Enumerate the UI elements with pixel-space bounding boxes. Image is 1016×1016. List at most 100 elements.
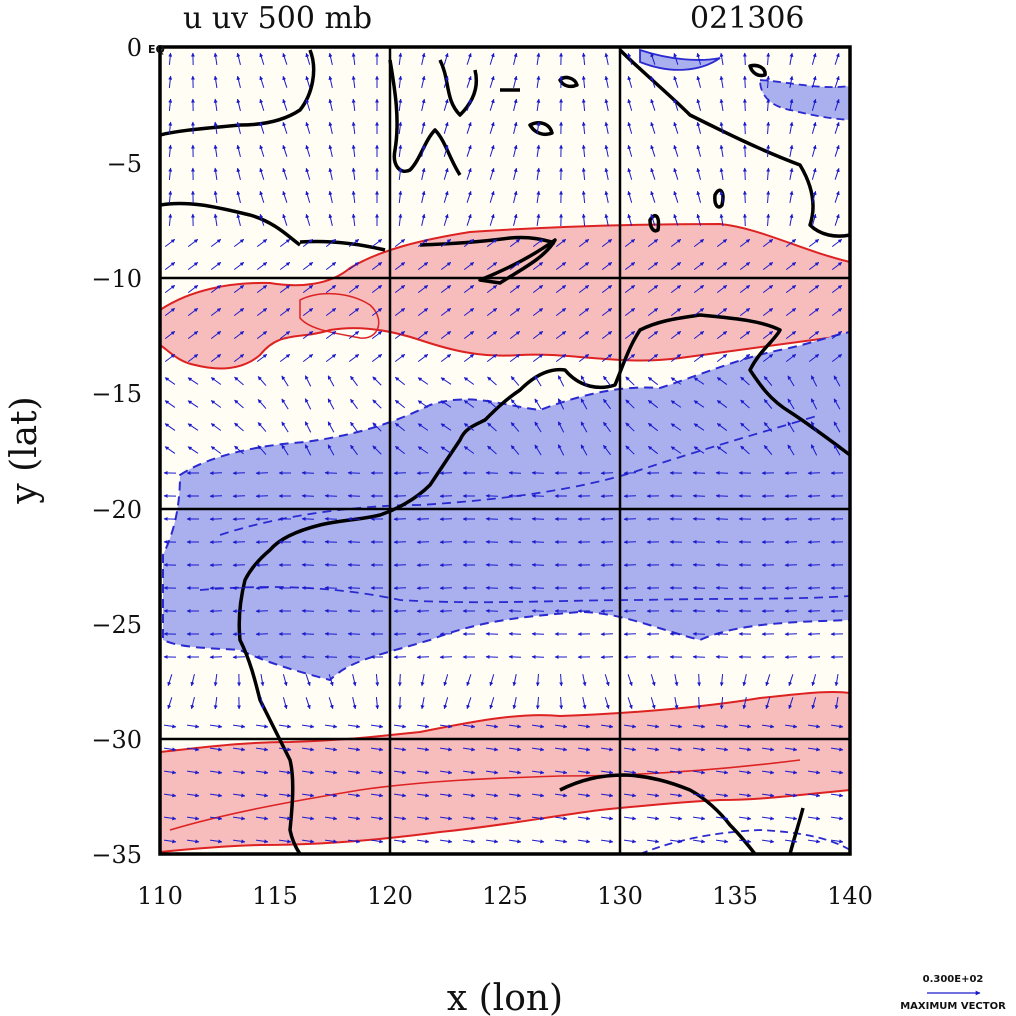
- wind-vector: [762, 238, 774, 248]
- wind-vector: [232, 494, 246, 499]
- wind-vector: [256, 353, 268, 363]
- wind-vector: [232, 655, 246, 660]
- wind-vector: [834, 190, 840, 203]
- wind-vector: [763, 376, 773, 386]
- wind-vector: [650, 52, 656, 65]
- wind-vector: [417, 330, 429, 340]
- wind-vector: [440, 400, 452, 408]
- wind-vector: [697, 696, 702, 710]
- wind-vector: [279, 284, 291, 294]
- wind-vector: [324, 608, 338, 613]
- wind-vector: [213, 696, 218, 710]
- wind-vector: [508, 516, 522, 521]
- wind-vector: [348, 238, 360, 248]
- wind-vector: [485, 839, 499, 844]
- wind-vector: [647, 353, 659, 363]
- wind-vector: [350, 398, 358, 410]
- wind-vector: [739, 353, 751, 363]
- wind-vector: [646, 839, 660, 844]
- wind-vector: [397, 696, 402, 710]
- wind-vector: [784, 563, 798, 568]
- wind-vector: [420, 697, 425, 710]
- wind-vector: [716, 400, 728, 408]
- wind-vector: [370, 724, 384, 729]
- wind-vector: [716, 330, 728, 340]
- wind-vector: [513, 167, 518, 180]
- wind-vector: [213, 75, 218, 89]
- wind-vector: [281, 398, 289, 410]
- y-tick-label: −15: [91, 380, 142, 408]
- wind-vector: [807, 563, 821, 568]
- wind-vector: [531, 793, 545, 798]
- wind-vector: [209, 724, 223, 729]
- wind-vector: [670, 446, 682, 454]
- wind-vector: [255, 770, 269, 775]
- wind-vector: [394, 353, 406, 363]
- wind-vector: [213, 121, 218, 135]
- wind-vector: [692, 539, 706, 544]
- wind-vector: [168, 98, 173, 112]
- wind-vector: [236, 98, 241, 111]
- wind-vector: [623, 793, 637, 798]
- wind-vector: [305, 213, 311, 226]
- wind-vector: [510, 376, 520, 386]
- wind-vector: [416, 494, 430, 499]
- wind-vector: [324, 562, 338, 567]
- wind-vector: [167, 697, 173, 710]
- wind-vector: [513, 121, 518, 134]
- wind-vector: [234, 445, 244, 455]
- wind-vector: [509, 353, 521, 363]
- wind-vector: [650, 190, 656, 203]
- wind-vector: [740, 376, 750, 386]
- wind-vector: [213, 190, 218, 204]
- wind-vector: [811, 213, 817, 226]
- wind-vector: [351, 75, 356, 89]
- wind-vector: [305, 121, 311, 134]
- wind-vector: [510, 422, 520, 432]
- wind-vector: [278, 770, 292, 775]
- wind-vector: [536, 144, 541, 158]
- wind-vector: [531, 770, 545, 775]
- wind-vector: [650, 167, 656, 180]
- wind-vector: [789, 213, 794, 226]
- wind-vector: [534, 421, 542, 433]
- wind-vector: [738, 747, 752, 752]
- wind-vector: [508, 608, 522, 613]
- wind-vector: [233, 353, 245, 363]
- wind-vector: [324, 493, 338, 498]
- wind-vector: [604, 674, 610, 687]
- wind-vector: [535, 696, 540, 710]
- wind-vector: [463, 284, 475, 294]
- wind-vector: [302, 261, 314, 271]
- y-tick-label: −20: [91, 496, 142, 524]
- wind-vector: [439, 747, 453, 752]
- wind-vector: [577, 793, 591, 798]
- wind-vector: [696, 190, 702, 203]
- wind-vector: [282, 213, 288, 226]
- legend-max-value: 0.300E+02: [923, 974, 984, 985]
- wind-vector: [301, 747, 315, 752]
- wind-vector: [789, 98, 794, 111]
- wind-vector: [788, 674, 794, 687]
- wind-vector: [627, 75, 633, 88]
- wind-vector: [489, 98, 495, 111]
- wind-vector: [625, 422, 635, 432]
- wind-vector: [555, 261, 567, 271]
- wind-vector: [393, 793, 407, 798]
- wind-vector: [692, 470, 706, 475]
- westerly-band-north-inner: [299, 292, 380, 339]
- wind-vector: [784, 471, 798, 476]
- wind-vector: [236, 52, 241, 65]
- wind-vector: [417, 284, 429, 294]
- wind-vector: [696, 52, 702, 65]
- wind-vector: [761, 793, 775, 798]
- wind-vector: [742, 121, 747, 135]
- wind-vector: [304, 375, 312, 387]
- vector-legend: 0.300E+02 MAXIMUM VECTOR: [900, 974, 1006, 1012]
- wind-vector: [259, 98, 265, 111]
- wind-vector: [324, 747, 338, 752]
- wind-vector: [164, 307, 176, 317]
- y-tick-label: −10: [91, 265, 142, 293]
- wind-vector: [462, 747, 476, 752]
- wind-vector: [834, 697, 839, 710]
